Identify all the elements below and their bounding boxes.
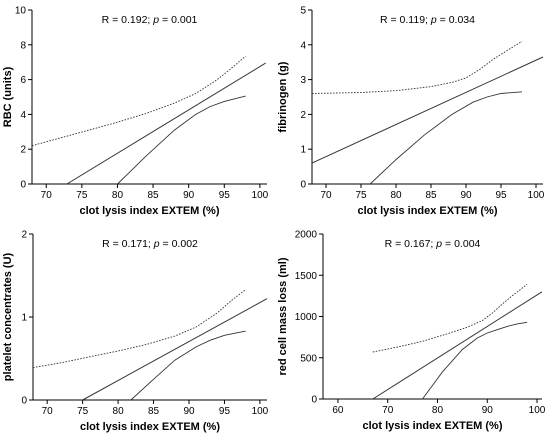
y-tick-label: 1000 <box>295 312 318 323</box>
ci-upper-line <box>32 289 246 369</box>
ci-upper-line <box>31 55 246 147</box>
x-axis-label: clot lysis index EXTEM (%) <box>358 205 498 217</box>
y-axis-label: red cell mass loss (ml) <box>277 257 289 375</box>
x-tick-label: 70 <box>41 190 53 201</box>
y-tick-label: 10 <box>15 6 27 17</box>
x-axis-label: clot lysis index EXTEM (%) <box>363 420 503 432</box>
stat-p-symbol: p <box>430 14 437 26</box>
y-tick-label: 2 <box>21 230 27 241</box>
ci-lower-line <box>130 330 246 401</box>
stat-p-symbol: p <box>153 238 160 250</box>
x-tick-label: 70 <box>382 405 394 416</box>
x-axis-label: clot lysis index EXTEM (%) <box>80 205 220 217</box>
x-tick-label: 75 <box>355 190 367 201</box>
stat-r-value: R = 0.119; <box>380 14 431 26</box>
x-tick-label: 95 <box>219 406 231 417</box>
y-tick-label: 0 <box>21 396 27 407</box>
x-tick-label: 75 <box>76 190 88 201</box>
y-tick-label: 6 <box>20 75 26 86</box>
x-tick-label: 80 <box>112 190 124 201</box>
stat-p-value: = 0.002 <box>160 238 198 250</box>
y-tick-label: 2 <box>20 145 26 156</box>
stat-p-symbol: p <box>152 14 159 26</box>
stat-r-value: R = 0.171; <box>102 238 154 250</box>
chart-panel-red-cell-mass: 0 500 1000 1500 2000 60 70 80 90 100 R = 0.167; p … <box>275 219 550 437</box>
stat-annotation: R = 0.171; p = 0.002 <box>102 238 198 250</box>
stat-r-value: R = 0.167; <box>385 238 437 250</box>
chart-panel-fibrinogen: 0 1 2 3 4 5 70 75 80 85 90 95 100 R = 0.119; p = 0.03… <box>275 0 550 218</box>
ci-upper-line <box>311 40 523 94</box>
x-tick-label: 95 <box>495 190 507 201</box>
x-tick-label: 100 <box>528 190 545 201</box>
x-tick-label: 70 <box>42 406 54 417</box>
x-tick-label: 95 <box>219 190 231 201</box>
x-tick-label: 75 <box>77 406 89 417</box>
y-tick-label: 1 <box>300 145 306 156</box>
stat-annotation: R = 0.192; p = 0.001 <box>102 14 198 26</box>
y-tick-label: 0 <box>311 395 317 406</box>
stat-p-value: = 0.001 <box>159 14 197 26</box>
ci-upper-line <box>372 283 528 353</box>
chart-panel-platelet: 0 1 2 70 75 80 85 90 95 100 R = 0.171; p = 0.002 cl… <box>0 219 275 437</box>
x-tick-label: 85 <box>148 406 160 417</box>
y-tick-label: 500 <box>300 353 317 364</box>
x-tick-label: 100 <box>529 405 546 416</box>
x-tick-label: 70 <box>320 190 332 201</box>
y-tick-label: 2 <box>300 110 306 121</box>
x-tick-label: 90 <box>183 190 195 201</box>
x-tick-label: 80 <box>432 405 444 416</box>
x-tick-label: 90 <box>183 406 195 417</box>
chart-svg: 0 1 2 3 4 5 70 75 80 85 90 95 100 R = 0.119; p = 0.03… <box>277 6 545 218</box>
y-tick-label: 1 <box>21 313 27 324</box>
y-axis-label: RBC (units) <box>2 66 14 127</box>
x-tick-label: 90 <box>460 190 472 201</box>
regression-line <box>311 56 544 164</box>
y-tick-label: 0 <box>20 180 26 191</box>
y-tick-label: 4 <box>20 110 26 121</box>
chart-svg: 0 2 4 6 8 10 70 75 80 85 90 95 100 R = 0.192; p = 0.0… <box>2 6 269 218</box>
regression-line <box>372 291 543 400</box>
ci-lower-line <box>422 321 528 400</box>
y-tick-label: 0 <box>300 180 306 191</box>
x-tick-label: 80 <box>113 406 125 417</box>
y-tick-label: 8 <box>20 40 26 51</box>
x-tick-label: 90 <box>482 405 494 416</box>
x-tick-label: 80 <box>390 190 402 201</box>
x-axis-label: clot lysis index EXTEM (%) <box>80 421 220 433</box>
ci-lower-line <box>117 95 246 185</box>
stat-p-value: = 0.034 <box>437 14 475 26</box>
chart-panel-rbc: 0 2 4 6 8 10 70 75 80 85 90 95 100 R = 0.192; p = 0.0… <box>0 0 275 218</box>
chart-svg: 0 500 1000 1500 2000 60 70 80 90 100 R = 0.167; p … <box>277 230 546 433</box>
chart-svg: 0 1 2 70 75 80 85 90 95 100 R = 0.171; p = 0.002 cl… <box>2 230 269 434</box>
x-tick-label: 85 <box>425 190 437 201</box>
x-tick-label: 85 <box>147 190 159 201</box>
x-tick-label: 60 <box>332 405 344 416</box>
x-tick-label: 100 <box>252 190 269 201</box>
stat-annotation: R = 0.167; p = 0.004 <box>385 238 481 250</box>
y-tick-label: 4 <box>300 40 306 51</box>
stat-r-value: R = 0.192; <box>102 14 154 26</box>
y-axis-label: fibrinogen (g) <box>277 61 289 132</box>
y-tick-label: 1500 <box>295 271 318 282</box>
x-tick-label: 100 <box>252 406 269 417</box>
y-tick-label: 5 <box>300 6 306 17</box>
y-tick-label: 2000 <box>295 230 318 241</box>
stat-p-symbol: p <box>435 238 442 250</box>
y-axis-label: platelet concentrates (U) <box>2 252 14 381</box>
regression-line <box>66 62 266 185</box>
regression-line <box>82 298 268 401</box>
stat-annotation: R = 0.119; p = 0.034 <box>380 14 475 26</box>
stat-p-value: = 0.004 <box>442 238 480 250</box>
y-tick-label: 3 <box>300 75 306 86</box>
ci-lower-line <box>369 91 523 185</box>
